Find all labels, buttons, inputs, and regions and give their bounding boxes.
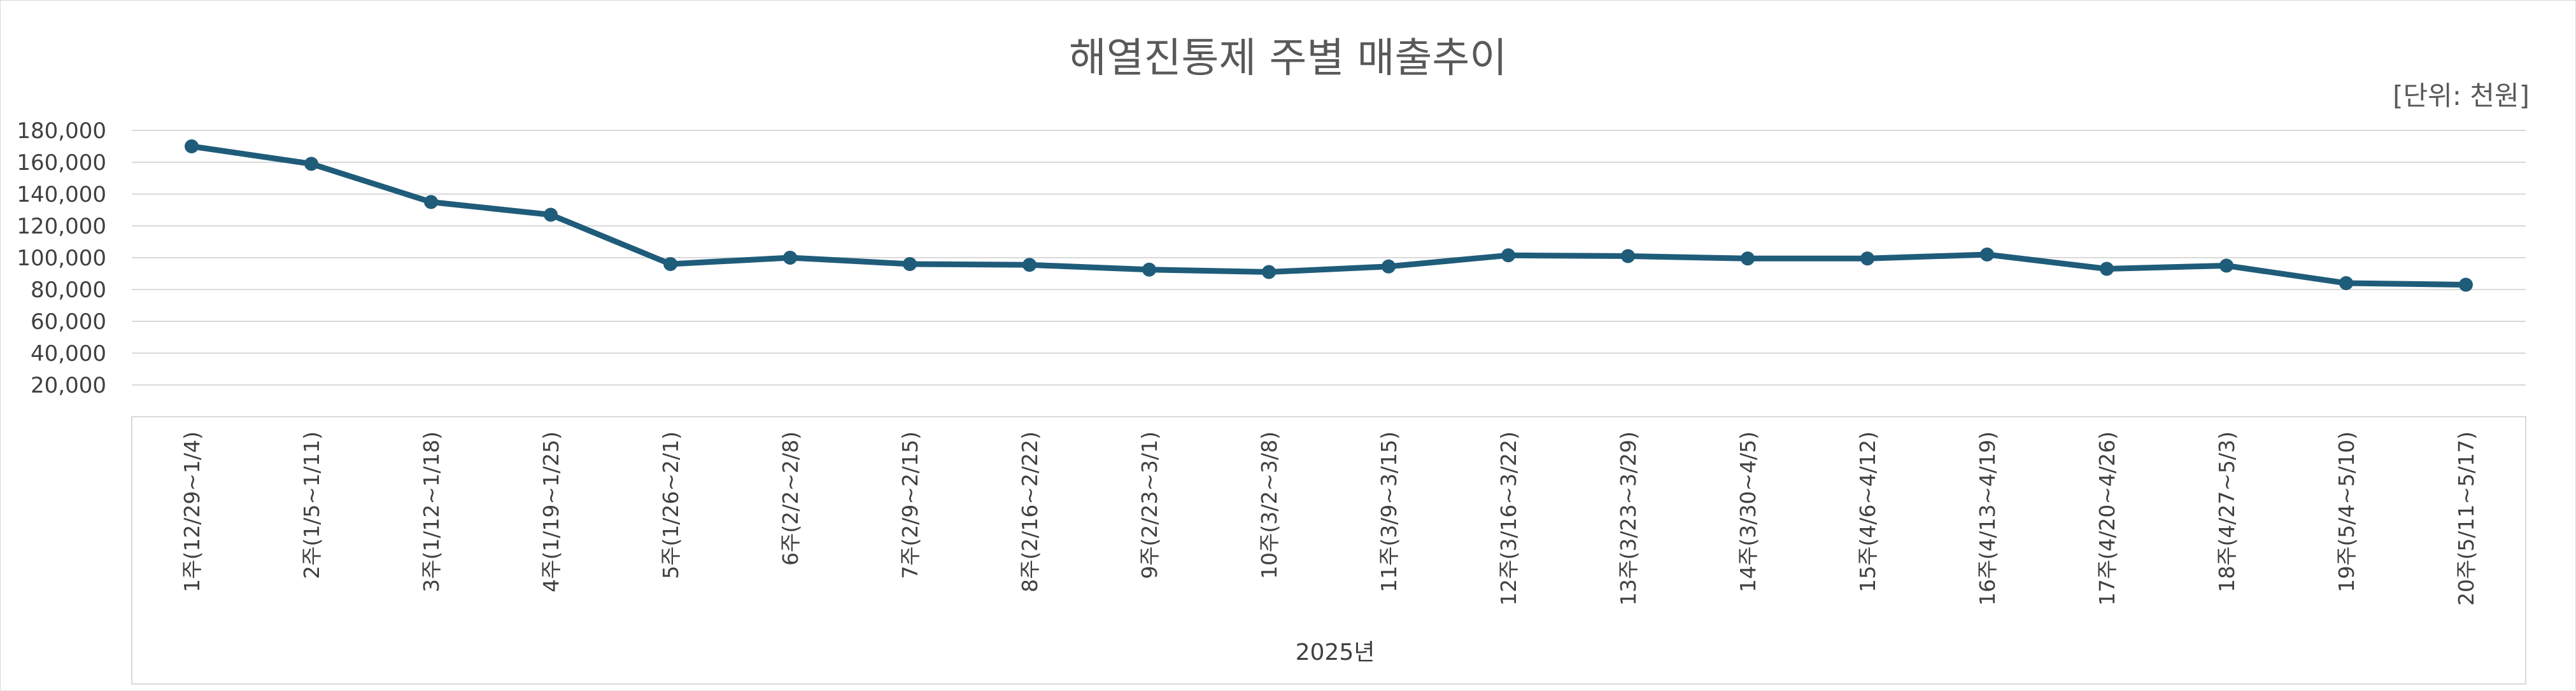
data-point	[783, 251, 797, 265]
data-point	[2100, 262, 2114, 276]
x-tick-label: 4주(1/19~1/25)	[539, 431, 563, 592]
x-tick-label: 3주(1/12~1/18)	[419, 431, 444, 592]
x-tick-label: 1주(12/29~1/4)	[180, 431, 204, 592]
series-line	[188, 143, 2469, 288]
y-tick-label: 140,000	[17, 182, 106, 207]
y-tick-label: 60,000	[31, 309, 106, 335]
x-tick-label: 16주(4/13~4/19)	[1975, 431, 2000, 606]
data-point	[544, 207, 558, 222]
y-tick-label: 20,000	[31, 373, 106, 398]
x-tick-label: 17주(4/20~4/26)	[2095, 431, 2120, 606]
x-tick-label: 2주(1/5~1/11)	[299, 431, 324, 579]
data-point	[304, 157, 318, 171]
data-point	[1621, 249, 1635, 263]
data-point	[424, 195, 438, 209]
x-tick-label: 12주(3/16~3/22)	[1496, 431, 1521, 606]
data-point	[1741, 251, 1755, 266]
data-point	[1501, 248, 1515, 263]
x-tick-label: 5주(1/26~2/1)	[658, 431, 683, 579]
y-axis-ticks: 20,000 40,000 60,000 80,000 100,000 120,000 14…	[17, 118, 106, 398]
data-point	[1382, 259, 1396, 274]
unit-label: [단위: 천원]	[2393, 80, 2530, 111]
data-point	[663, 257, 677, 271]
y-tick-label: 180,000	[17, 118, 106, 144]
x-tick-label: 11주(3/9~3/15)	[1376, 431, 1401, 592]
chart-title: 해열진통제 주별 매출추이	[1069, 35, 1507, 82]
data-point	[1262, 265, 1276, 279]
x-tick-label: 18주(4/27~5/3)	[2214, 431, 2239, 592]
x-tick-label: 6주(2/2~2/8)	[778, 431, 803, 566]
y-tick-label: 80,000	[31, 277, 106, 303]
x-tick-label: 20주(5/11~5/17)	[2454, 431, 2479, 606]
x-tick-label: 10주(3/2~3/8)	[1257, 431, 1282, 579]
data-point	[1142, 262, 1156, 277]
y-tick-label: 120,000	[17, 214, 106, 239]
data-point	[1980, 248, 1994, 262]
gridlines	[132, 130, 2526, 386]
data-point	[2219, 258, 2233, 273]
series-layer	[185, 139, 2473, 292]
data-point	[185, 139, 199, 153]
x-tick-label: 15주(4/6~4/12)	[1855, 431, 1880, 592]
x-axis-ticks: 1주(12/29~1/4) 2주(1/5~1/11) 3주(1/12~1/18) 4주…	[180, 431, 2479, 606]
x-axis-title: 2025년	[1296, 639, 1375, 666]
y-tick-label: 100,000	[17, 246, 106, 271]
data-point	[1860, 251, 1874, 266]
x-tick-label: 19주(5/4~5/10)	[2334, 431, 2359, 592]
x-tick-label: 7주(2/9~2/15)	[898, 431, 923, 579]
y-tick-label: 160,000	[17, 150, 106, 176]
y-tick-label: 40,000	[31, 341, 106, 366]
x-tick-label: 8주(2/16~2/22)	[1017, 431, 1042, 592]
data-point	[1023, 258, 1037, 272]
x-tick-label: 14주(3/30~4/5)	[1736, 431, 1760, 592]
x-tick-label: 9주(2/23~3/1)	[1137, 431, 1162, 579]
data-point	[2459, 277, 2473, 292]
category-axis-box	[131, 416, 2526, 685]
data-point	[903, 257, 917, 271]
x-tick-label: 13주(3/23~3/29)	[1616, 431, 1641, 606]
data-point	[2339, 276, 2353, 290]
